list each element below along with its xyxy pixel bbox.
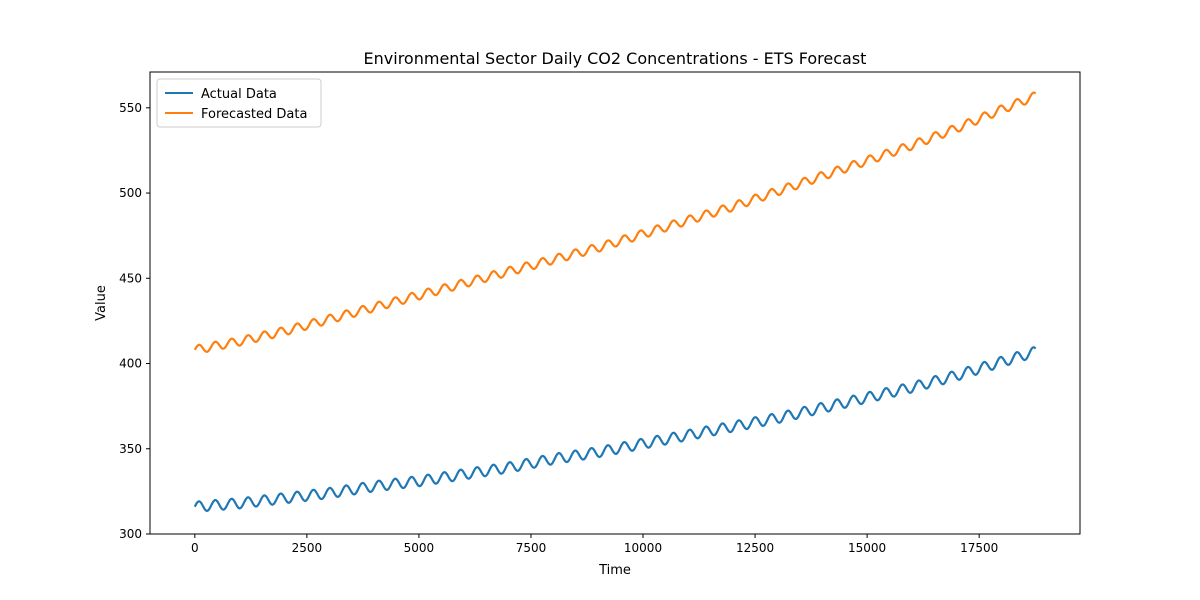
y-axis-label: Value xyxy=(94,285,109,321)
series-layer xyxy=(193,91,1037,512)
y-tick-label: 300 xyxy=(119,527,142,541)
x-tick-label: 2500 xyxy=(292,541,323,555)
x-tick-label: 5000 xyxy=(404,541,435,555)
y-tick-label: 350 xyxy=(119,442,142,456)
legend: Actual Data Forecasted Data xyxy=(156,78,322,128)
y-axis: 300 350 400 450 500 550 xyxy=(119,101,150,541)
series-line-0 xyxy=(193,346,1037,512)
y-tick-label: 500 xyxy=(119,186,142,200)
legend-box xyxy=(156,78,322,128)
y-tick-label: 550 xyxy=(119,101,142,115)
x-tick-label: 17500 xyxy=(960,541,998,555)
x-tick-label: 15000 xyxy=(848,541,886,555)
y-tick-label: 400 xyxy=(119,357,142,371)
x-axis-label: Time xyxy=(598,563,631,578)
x-tick-label: 7500 xyxy=(516,541,547,555)
plot-frame xyxy=(149,71,1081,535)
legend-label: Actual Data xyxy=(201,87,277,102)
x-tick-label: 0 xyxy=(191,541,199,555)
chart-title: Environmental Sector Daily CO2 Concentra… xyxy=(364,49,867,68)
y-tick-label: 450 xyxy=(119,271,142,285)
x-tick-label: 12500 xyxy=(736,541,774,555)
series-line-1 xyxy=(193,91,1037,353)
x-tick-label: 10000 xyxy=(624,541,662,555)
legend-label: Forecasted Data xyxy=(201,107,307,122)
x-axis: 0 2500 5000 7500 10000 12500 15000 17500 xyxy=(191,534,998,555)
